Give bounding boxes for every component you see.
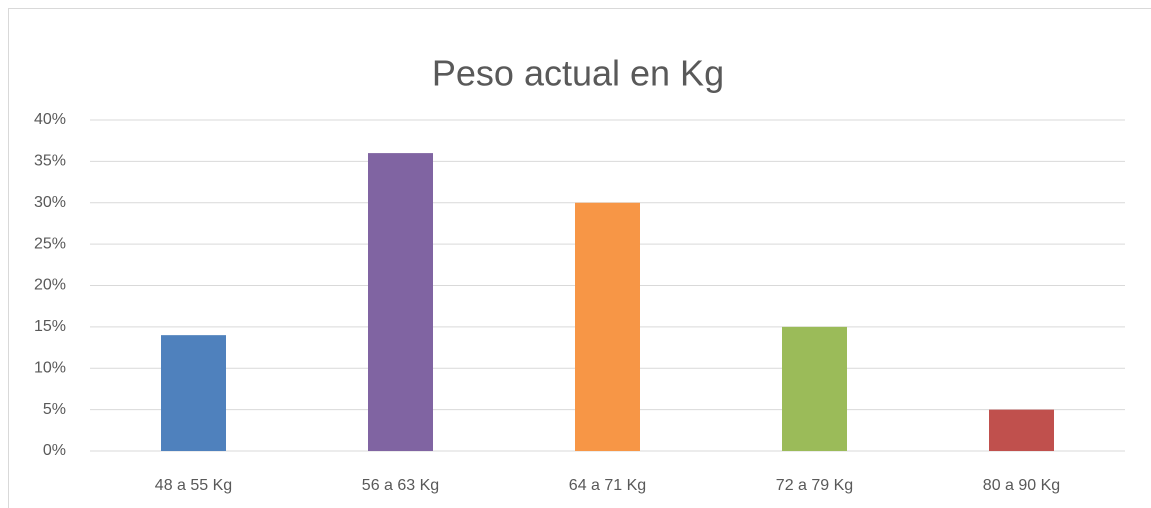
bar bbox=[989, 409, 1054, 451]
y-tick-label: 40% bbox=[34, 111, 66, 128]
x-tick-label: 56 a 63 Kg bbox=[362, 477, 439, 494]
bar bbox=[161, 335, 226, 451]
y-tick-label: 30% bbox=[34, 194, 66, 211]
y-tick-label: 20% bbox=[34, 277, 66, 294]
chart-title: Peso actual en Kg bbox=[432, 53, 724, 94]
y-tick-label: 5% bbox=[43, 401, 66, 418]
bar bbox=[782, 326, 847, 451]
x-tick-label: 80 a 90 Kg bbox=[983, 477, 1060, 494]
x-tick-label: 64 a 71 Kg bbox=[569, 477, 646, 494]
bar bbox=[368, 153, 433, 451]
x-tick-label: 72 a 79 Kg bbox=[776, 477, 853, 494]
y-tick-label: 25% bbox=[34, 235, 66, 252]
x-tick-label: 48 a 55 Kg bbox=[155, 477, 232, 494]
y-tick-label: 15% bbox=[34, 318, 66, 335]
y-tick-label: 10% bbox=[34, 359, 66, 376]
bar bbox=[575, 202, 640, 451]
chart-frame bbox=[8, 8, 1151, 508]
y-tick-label: 0% bbox=[43, 442, 66, 459]
y-tick-label: 35% bbox=[34, 153, 66, 170]
